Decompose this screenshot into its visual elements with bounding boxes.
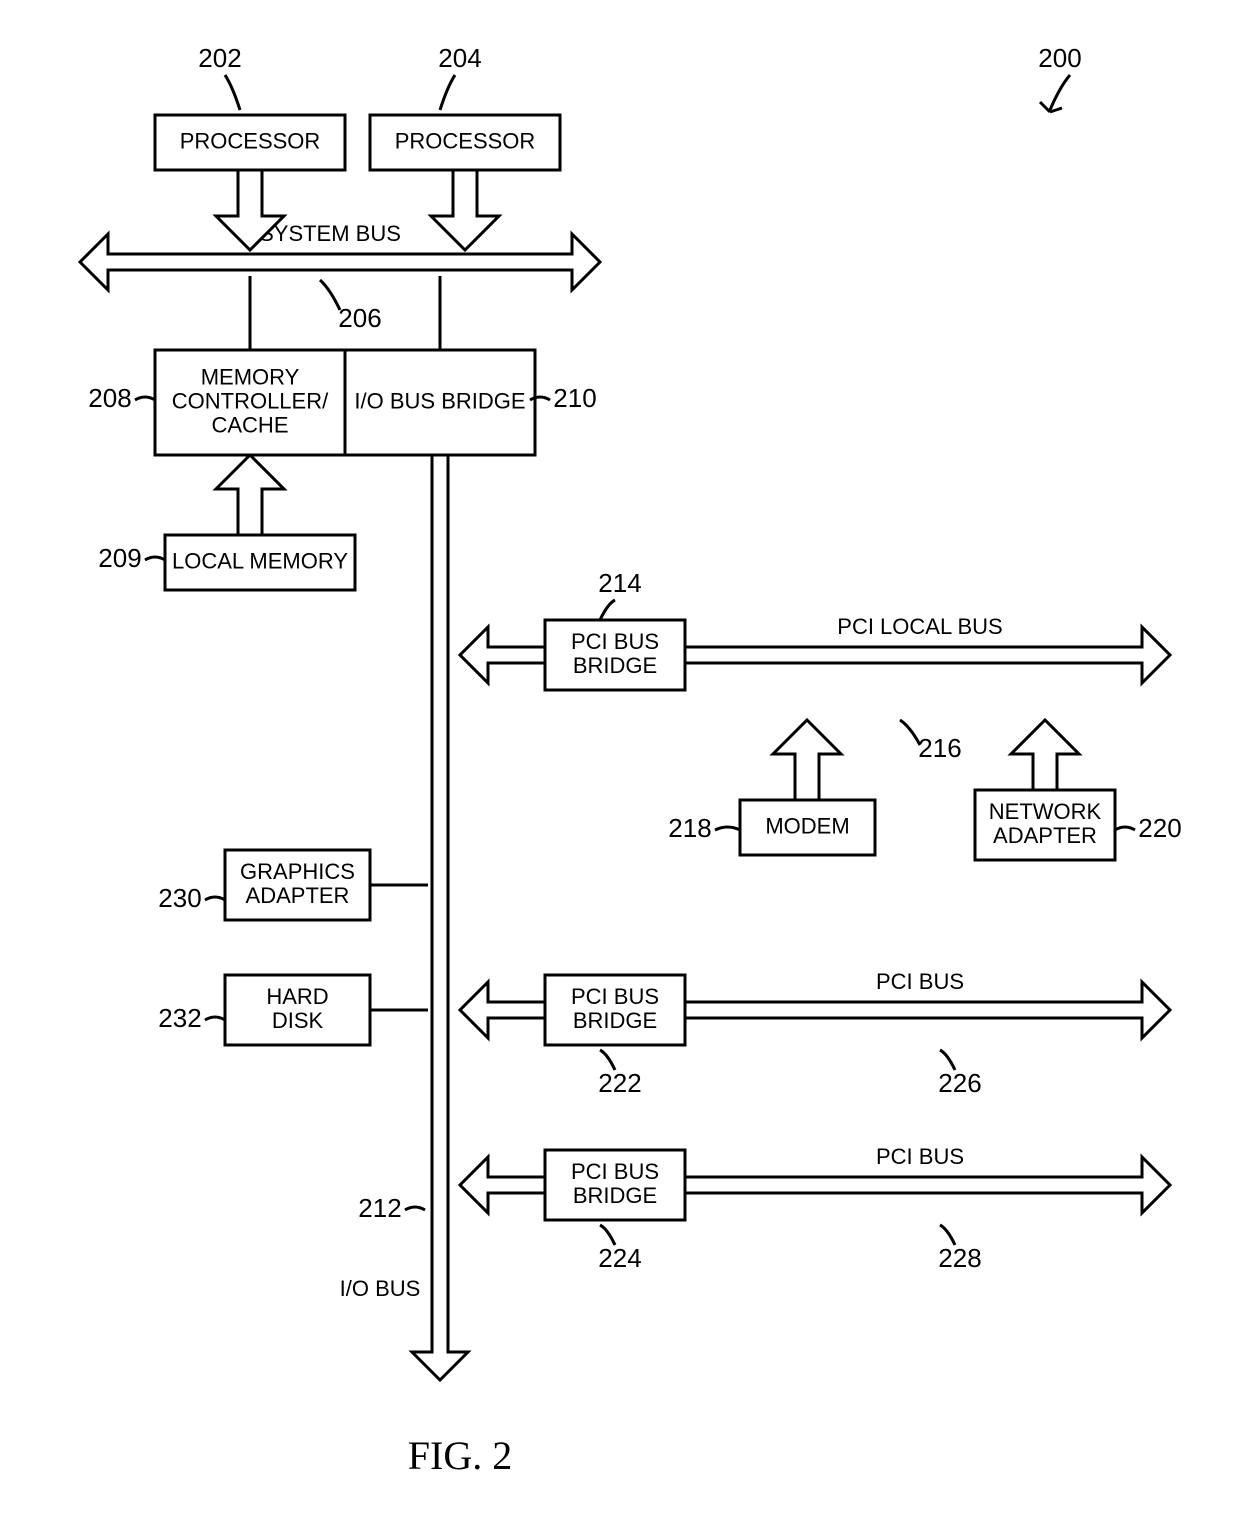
ref-209: 209 — [98, 543, 141, 573]
block-label-memctl-1: CONTROLLER/ — [172, 388, 329, 413]
block-label-modem-0: MODEM — [765, 813, 849, 838]
leader-220 — [1115, 827, 1135, 830]
ref-224: 224 — [598, 1243, 641, 1273]
block-label-gfx-0: GRAPHICS — [240, 859, 355, 884]
bus-label-sysbus: SYSTEM BUS — [259, 221, 401, 246]
ref-200: 200 — [1038, 43, 1081, 73]
bus-label-iobus: I/O BUS — [340, 1276, 421, 1301]
ref-206: 206 — [338, 303, 381, 333]
leader-212 — [405, 1207, 425, 1210]
ref-216: 216 — [918, 733, 961, 763]
leader-209 — [145, 557, 165, 560]
diagram-canvas: SYSTEM BUS PCI LOCAL BUS PCI BUS PCI BUS I/O… — [0, 0, 1240, 1525]
block-label-localmem-0: LOCAL MEMORY — [172, 548, 348, 573]
ref-226: 226 — [938, 1068, 981, 1098]
arrow-net-b — [1011, 720, 1079, 790]
leader-216 — [900, 720, 920, 745]
arrow-lm-mc — [216, 455, 284, 535]
ref-228: 228 — [938, 1243, 981, 1273]
leader-210 — [530, 397, 550, 400]
leader-202 — [225, 75, 240, 110]
leader-206 — [320, 280, 340, 310]
ref-230: 230 — [158, 883, 201, 913]
bus-label-pcilocal: PCI LOCAL BUS — [837, 614, 1002, 639]
ref-204: 204 — [438, 43, 481, 73]
ref-218: 218 — [668, 813, 711, 843]
block-label-memctl-0: MEMORY — [201, 364, 300, 389]
leader-218 — [715, 827, 740, 830]
block-label-proc1-0: PROCESSOR — [180, 128, 321, 153]
block-label-hdd-0: HARD — [266, 984, 328, 1009]
arrow-pcib1-io — [460, 627, 545, 683]
ref-208: 208 — [88, 383, 131, 413]
bus-iobus — [412, 455, 468, 1380]
ref-222: 222 — [598, 1068, 641, 1098]
block-label-netadp-0: NETWORK — [989, 799, 1102, 824]
ref-202: 202 — [198, 43, 241, 73]
block-label-iobridge-0: I/O BUS BRIDGE — [354, 388, 525, 413]
block-label-gfx-1: ADAPTER — [246, 883, 350, 908]
arrow-p2-sys — [431, 170, 499, 250]
block-label-hdd-1: DISK — [272, 1008, 324, 1033]
block-label-pcib1-1: BRIDGE — [573, 653, 657, 678]
ref-214: 214 — [598, 568, 641, 598]
block-label-pcib1-0: PCI BUS — [571, 629, 659, 654]
block-label-memctl-2: CACHE — [211, 412, 288, 437]
block-label-pcib3-0: PCI BUS — [571, 1159, 659, 1184]
ref-232: 232 — [158, 1003, 201, 1033]
ref-210: 210 — [553, 383, 596, 413]
bus-label-pcibus3: PCI BUS — [876, 1144, 964, 1169]
ref-212: 212 — [358, 1193, 401, 1223]
block-label-pcib2-0: PCI BUS — [571, 984, 659, 1009]
leader-204 — [440, 75, 455, 110]
leader-214 — [600, 600, 615, 620]
block-label-proc2-0: PROCESSOR — [395, 128, 536, 153]
figure-caption: FIG. 2 — [408, 1433, 512, 1478]
leader-208 — [135, 397, 155, 400]
leader-232 — [205, 1017, 225, 1020]
arrow-modem-b — [773, 720, 841, 800]
leader-200 — [1050, 75, 1070, 110]
leader-230 — [205, 897, 225, 900]
block-label-netadp-1: ADAPTER — [993, 823, 1097, 848]
arrow-pcib2-io — [460, 982, 545, 1038]
bus-label-pcibus2: PCI BUS — [876, 969, 964, 994]
block-label-pcib2-1: BRIDGE — [573, 1008, 657, 1033]
ref-220: 220 — [1138, 813, 1181, 843]
block-label-pcib3-1: BRIDGE — [573, 1183, 657, 1208]
arrow-pcib3-io — [460, 1157, 545, 1213]
